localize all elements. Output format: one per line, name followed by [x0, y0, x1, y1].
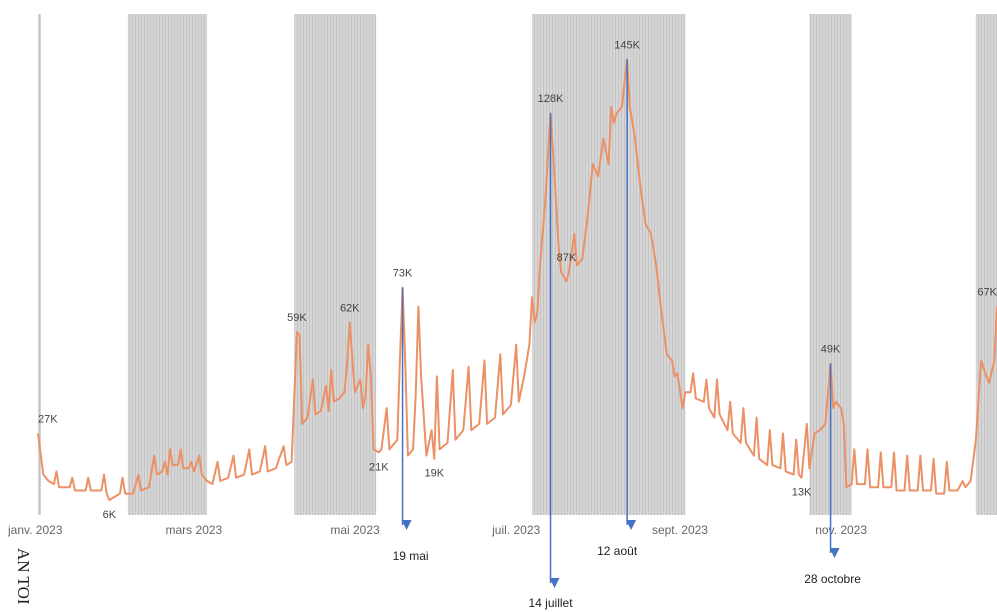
- holiday-band: [532, 14, 686, 515]
- data-label: 6K: [103, 509, 117, 521]
- annotation-label: 14 juillet: [529, 596, 574, 610]
- data-label: 13K: [792, 487, 812, 499]
- data-label: 73K: [393, 267, 413, 279]
- x-tick-label: nov. 2023: [815, 523, 867, 537]
- data-label: 62K: [340, 302, 360, 314]
- x-tick-label: janv. 2023: [7, 523, 63, 537]
- holiday-band: [975, 14, 997, 515]
- data-label: 87K: [557, 252, 577, 264]
- x-tick-label: sept. 2023: [652, 523, 708, 537]
- data-label: 145K: [614, 39, 640, 51]
- data-label: 49K: [821, 344, 841, 356]
- clipped-text: AN TOI: [14, 548, 33, 605]
- data-label: 21K: [369, 461, 389, 473]
- x-tick-label: juil. 2023: [491, 523, 540, 537]
- x-tick-label: mars 2023: [166, 523, 223, 537]
- x-tick-label: mai 2023: [330, 523, 380, 537]
- holiday-band: [127, 14, 208, 515]
- data-label: 67K: [977, 287, 997, 299]
- data-label: 128K: [538, 93, 564, 105]
- annotation-label: 12 août: [597, 544, 638, 558]
- holiday-band: [294, 14, 377, 515]
- series-line: [37, 58, 997, 501]
- annotation-label: 28 octobre: [804, 572, 861, 586]
- data-label: 19K: [424, 468, 444, 480]
- data-label: 27K: [38, 413, 58, 425]
- holiday-band: [38, 14, 41, 515]
- annotation-label: 19 mai: [393, 549, 429, 563]
- data-label: 59K: [287, 312, 307, 324]
